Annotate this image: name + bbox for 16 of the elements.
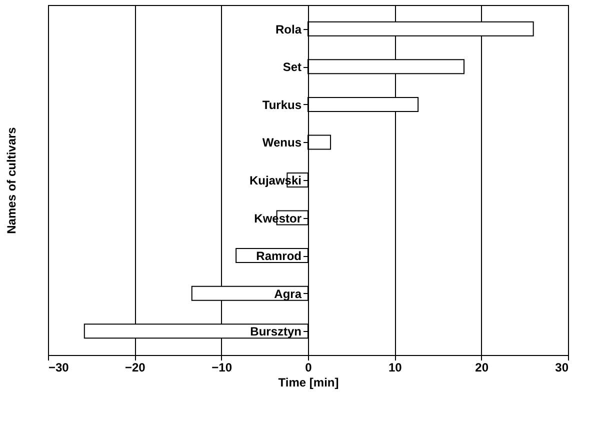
y-tick-label: Wenus (262, 136, 302, 150)
x-tick-label: 0 (305, 360, 312, 374)
y-axis-title: Names of cultivars (4, 126, 18, 234)
x-tick-label: −10 (212, 360, 232, 374)
y-tick-label: Agra (274, 286, 302, 301)
x-axis-title: Time [min] (278, 376, 339, 390)
x-tick-label: 10 (388, 360, 402, 374)
y-tick-label: Rola (275, 22, 302, 36)
x-tick-label: 30 (555, 360, 569, 374)
x-tick-label: −20 (124, 360, 146, 374)
y-tick-label: Set (282, 60, 302, 74)
y-tick-label: Bursztyn (250, 324, 302, 339)
y-tick-label: Turkus (262, 98, 302, 112)
y-tick-label: Ramrod (256, 249, 302, 264)
x-tick-label: −30 (48, 360, 70, 374)
x-tick-label: 20 (475, 360, 489, 374)
